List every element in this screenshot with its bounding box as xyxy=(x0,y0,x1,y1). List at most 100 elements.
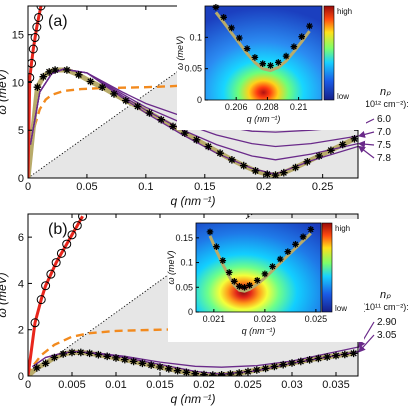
x-tick-label-6: 0.03 xyxy=(281,379,302,391)
y-tick-label-3: 6 xyxy=(18,232,24,244)
roton-point-27 xyxy=(270,362,279,371)
inset-x-axis-label: q (nm⁻¹) xyxy=(242,326,276,336)
inset-point-5 xyxy=(251,54,259,61)
x-tick-label-2: 0.1 xyxy=(138,181,153,193)
roton-point-4 xyxy=(68,348,76,357)
plasmon-point-8 xyxy=(72,221,82,231)
roton-point-26 xyxy=(261,364,270,373)
roton-point-16 xyxy=(173,366,182,375)
plasmon-point-4 xyxy=(32,22,42,32)
x-tick-label-0: 0 xyxy=(25,181,31,193)
roton-point-35 xyxy=(341,350,349,359)
roton-point-26 xyxy=(315,152,323,160)
x-tick-label-7: 0.035 xyxy=(322,379,350,391)
roton-point-0 xyxy=(33,83,42,91)
plasmon-point-6 xyxy=(36,6,46,11)
roton-point-21 xyxy=(217,371,226,376)
inset-y-tick-label-0: 0 xyxy=(197,95,202,105)
plasmon-point-5 xyxy=(56,248,66,258)
roton-point-8 xyxy=(103,352,111,361)
inset-y-tick-label-1: 0.05 xyxy=(175,282,193,292)
density-arrow-2 xyxy=(357,140,375,148)
roton-point-5 xyxy=(74,71,83,79)
x-tick-label-5: 0.25 xyxy=(312,181,333,193)
inset-x-tick-label-0: 0.206 xyxy=(225,102,248,112)
roton-point-18 xyxy=(191,369,199,376)
inset-point-2 xyxy=(219,257,227,264)
density-unit: (10¹¹ cm⁻²): xyxy=(362,302,409,312)
plasmon-curve xyxy=(28,6,43,178)
x-tick-label-5: 0.025 xyxy=(234,379,262,391)
x-tick-label-2: 0.01 xyxy=(105,379,126,391)
plasmon-curve xyxy=(28,215,84,376)
inset-point-3 xyxy=(225,269,233,276)
inset-point-9 xyxy=(282,52,290,60)
roton-point-18 xyxy=(228,156,236,164)
y-tick-label-0: 0 xyxy=(18,173,24,185)
roton-point-4 xyxy=(63,66,71,74)
inset-point-10 xyxy=(269,263,276,270)
colorbar xyxy=(321,222,333,313)
density-arrow-3 xyxy=(358,145,375,159)
plasmon-point-3 xyxy=(46,269,56,279)
roton-point-14 xyxy=(156,363,164,371)
colorbar-low-label: low xyxy=(337,92,349,101)
roton-point-15 xyxy=(165,365,173,373)
inset-point-6 xyxy=(241,284,248,291)
roton-point-10 xyxy=(133,102,142,111)
plasmon-point-2 xyxy=(41,281,51,291)
x-tick-label-4: 0.2 xyxy=(256,181,271,193)
plasmon-point-0 xyxy=(30,318,40,328)
roton-point-20 xyxy=(251,167,260,175)
roton-point-14 xyxy=(180,129,189,137)
inset-y-axis-label: ω (meV) xyxy=(175,36,185,70)
plasmon-point-1 xyxy=(36,295,46,305)
inset: 0.021 0.023 0.025 0 0.05 0.1 0.15 q (nm⁻¹) ω (me… xyxy=(166,219,364,342)
plasmon-point-9 xyxy=(78,214,88,221)
inset-heatmap xyxy=(196,223,321,312)
roton-point-21 xyxy=(263,170,272,178)
density-label: nₚ xyxy=(380,86,391,98)
plasmon-point-7 xyxy=(67,230,77,240)
roton-point-7 xyxy=(98,83,106,91)
roton-point-27 xyxy=(327,146,335,155)
inset-point-7 xyxy=(267,62,274,69)
x-tick-label-3: 0.015 xyxy=(146,379,174,391)
inset-y-tick-label-3: 0.15 xyxy=(175,233,193,243)
inset-point-4 xyxy=(243,45,251,52)
inset-y-axis-label: ω (meV) xyxy=(166,250,176,284)
roton-point-31 xyxy=(305,356,314,364)
roton-point-17 xyxy=(182,368,191,376)
inset-point-6 xyxy=(259,60,266,67)
roton-point-12 xyxy=(138,359,147,368)
inset-x-tick-label-2: 0.21 xyxy=(290,102,308,112)
x-axis-label: q (nm⁻¹) xyxy=(171,194,216,208)
inset-frame xyxy=(195,222,322,313)
roton-point-33 xyxy=(323,353,331,361)
inset-x-tick-label-1: 0.023 xyxy=(254,314,277,324)
inset-x-axis-label: q (nm⁻¹) xyxy=(247,114,281,124)
roton-point-23 xyxy=(235,369,243,376)
density-arrow-0 xyxy=(358,321,375,349)
y-axis-label: ω (meV) xyxy=(0,272,9,317)
inset-y-tick-label-1: 0.05 xyxy=(184,64,202,74)
inset-point-12 xyxy=(284,248,292,255)
inset: 0.206 0.208 0.21 0 0.05 0.1 q (nm⁻¹) ω (meV) hig… xyxy=(175,2,366,130)
y-axis-label: ω (meV) xyxy=(0,69,9,114)
density-legend-2: 7.5 xyxy=(377,140,391,151)
inset-y-tick-label-2: 0.1 xyxy=(189,32,202,42)
inset-point-1 xyxy=(220,14,227,21)
inset-point-8 xyxy=(275,59,282,66)
roton-point-29 xyxy=(288,359,296,367)
x-tick-label-1: 0.005 xyxy=(58,379,86,391)
y-tick-label-3: 15 xyxy=(12,30,24,42)
density-legend-0: 2.90 xyxy=(377,317,397,328)
roton-point-11 xyxy=(129,357,138,366)
inset-point-8 xyxy=(253,277,261,284)
x-axis-label: q (nm⁻¹) xyxy=(171,392,216,406)
roton-point-15 xyxy=(192,136,201,144)
density-arrow-1 xyxy=(358,334,375,353)
y-tick-label-2: 10 xyxy=(12,77,24,89)
inset-point-14 xyxy=(299,233,307,241)
y-tick-label-2: 4 xyxy=(18,278,24,290)
